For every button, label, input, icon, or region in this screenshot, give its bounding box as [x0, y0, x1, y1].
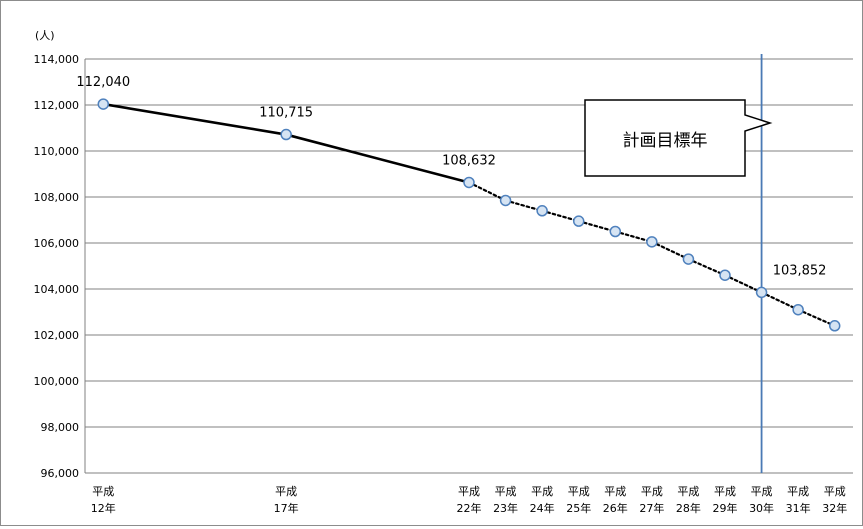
x-tick-label: 30年	[749, 501, 774, 515]
x-tick-label: 平成	[641, 485, 663, 498]
data-point-marker	[682, 253, 695, 265]
data-point-marker	[97, 98, 110, 110]
data-point-marker	[463, 176, 475, 189]
y-tick-label: 96,000	[41, 467, 80, 480]
gridlines	[84, 58, 853, 474]
y-tick-label: 100,000	[34, 375, 80, 388]
projection-line-segment	[467, 181, 507, 202]
x-tick-label: 27年	[639, 501, 664, 515]
y-tick-label: 110,000	[34, 145, 80, 158]
data-point-marker	[572, 215, 585, 227]
data-markers	[97, 98, 841, 332]
x-tick-label: 28年	[676, 501, 701, 515]
x-tick-label: 31年	[786, 501, 811, 515]
y-tick-label: 102,000	[34, 329, 80, 342]
x-tick-label: 平成	[568, 485, 590, 498]
x-tick-label: 平成	[92, 485, 114, 498]
x-tick-label: 25年	[566, 501, 591, 515]
y-tick-label: 114,000	[34, 53, 80, 66]
series-lines	[103, 102, 836, 327]
data-point-marker	[499, 194, 512, 207]
projection-line-segment	[797, 308, 836, 327]
x-tick-label: 平成	[787, 485, 809, 498]
x-tick-label: 平成	[495, 485, 517, 498]
x-tick-labels: 平成12年平成17年平成22年平成23年平成24年平成25年平成26年平成27年…	[91, 485, 847, 515]
actual-line-segment	[285, 133, 470, 184]
x-tick-label: 平成	[824, 485, 846, 498]
callout-box	[584, 99, 773, 177]
x-tick-label: 26年	[603, 501, 628, 515]
data-point-marker	[755, 286, 768, 299]
y-tick-label: 98,000	[41, 421, 80, 434]
data-point-marker	[609, 225, 622, 238]
projection-line-segment	[614, 230, 653, 243]
data-label: 103,852	[773, 263, 827, 278]
data-point-marker	[536, 205, 548, 217]
x-tick-label: 23年	[493, 501, 518, 515]
x-tick-label: 平成	[275, 485, 297, 498]
x-tick-label: 24年	[530, 501, 555, 515]
y-axis-unit-label: (人)	[35, 29, 55, 42]
x-tick-label: 平成	[458, 485, 480, 498]
x-tick-label: 29年	[713, 501, 738, 515]
projection-line-segment	[723, 274, 763, 294]
data-point-marker	[719, 269, 731, 281]
data-point-marker	[280, 128, 292, 141]
data-label: 108,632	[442, 153, 496, 168]
data-label: 112,040	[76, 75, 130, 90]
y-tick-label: 108,000	[34, 191, 80, 204]
data-point-marker	[792, 303, 804, 316]
x-tick-label: 平成	[751, 485, 773, 498]
y-tick-label: 104,000	[34, 283, 80, 296]
x-tick-label: 平成	[714, 485, 736, 498]
y-tick-label: 106,000	[34, 237, 80, 250]
projection-line-segment	[687, 258, 727, 277]
projection-line-segment	[504, 199, 544, 212]
data-point-marker	[646, 236, 658, 248]
actual-line-segment	[103, 102, 287, 136]
projection-line-segment	[541, 209, 580, 223]
target-year-callout: 計画目標年	[584, 99, 773, 177]
data-point-marker	[828, 320, 841, 332]
projection-line-segment	[577, 220, 617, 233]
y-tick-labels: 96,000 98,000 100,000 102,000 104,000 106,000…	[34, 53, 80, 480]
projection-line-segment	[760, 291, 800, 311]
y-tick-label: 112,000	[34, 99, 80, 112]
projection-line-segment	[650, 240, 690, 261]
callout-text: 計画目標年	[623, 131, 708, 151]
x-tick-label: 平成	[677, 485, 699, 498]
x-tick-label: 平成	[531, 485, 553, 498]
x-tick-label: 32年	[822, 501, 847, 515]
x-tick-label: 17年	[274, 501, 299, 515]
x-tick-label: 22年	[457, 501, 482, 515]
x-tick-label: 平成	[604, 485, 626, 498]
data-label: 110,715	[259, 106, 313, 121]
x-tick-label: 12年	[91, 501, 116, 515]
data-labels: 112,040 110,715 108,632 103,852	[76, 75, 826, 278]
